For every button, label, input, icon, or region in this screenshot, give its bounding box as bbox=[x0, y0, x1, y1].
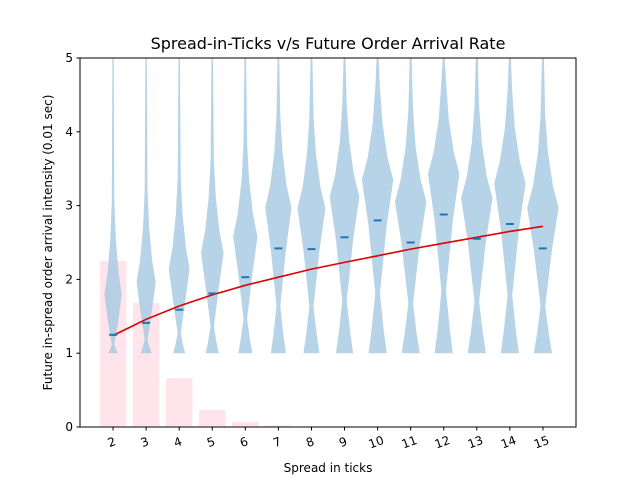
x-axis: 2 3 4 5 6 7 8 9 10 11 12 13 14 15 bbox=[106, 427, 551, 451]
histogram-bar-6 bbox=[232, 421, 259, 427]
violin-9 bbox=[329, 58, 360, 354]
violin-14 bbox=[494, 58, 526, 354]
x-tick-label-6: 6 bbox=[238, 434, 250, 450]
violin-15 bbox=[527, 58, 559, 354]
y-tick-label-5: 5 bbox=[65, 51, 73, 65]
x-tick-label-7: 7 bbox=[271, 434, 283, 450]
y-axis-label: Future in-spread order arrival intensity… bbox=[41, 95, 55, 391]
histogram-bar-5 bbox=[199, 410, 226, 427]
violin-11 bbox=[395, 58, 427, 354]
x-axis-label: Spread in ticks bbox=[284, 461, 373, 475]
violin-6 bbox=[233, 58, 258, 354]
y-tick-label-0: 0 bbox=[65, 420, 73, 434]
violin-8 bbox=[297, 58, 326, 354]
x-tick-label-11: 11 bbox=[400, 433, 419, 451]
x-tick-label-10: 10 bbox=[367, 433, 386, 451]
violin-13 bbox=[461, 58, 493, 354]
fit-line-layer bbox=[112, 225, 544, 337]
violin-10 bbox=[361, 58, 394, 354]
x-tick-label-4: 4 bbox=[172, 434, 184, 450]
x-tick-label-12: 12 bbox=[433, 433, 452, 451]
violin-2 bbox=[104, 58, 122, 354]
y-tick-label-1: 1 bbox=[65, 346, 73, 360]
mean-marker-layer bbox=[109, 213, 547, 336]
violin-3 bbox=[136, 58, 156, 354]
y-tick-label-2: 2 bbox=[65, 272, 73, 286]
chart-title: Spread-in-Ticks v/s Future Order Arrival… bbox=[151, 34, 506, 53]
x-tick-label-13: 13 bbox=[466, 433, 485, 451]
x-tick-label-2: 2 bbox=[106, 434, 118, 450]
y-axis: 0 1 2 3 4 5 bbox=[65, 51, 80, 434]
fit-line bbox=[112, 225, 544, 337]
histogram-bar-4 bbox=[166, 378, 193, 427]
violin-4 bbox=[168, 58, 190, 354]
y-tick-label-3: 3 bbox=[65, 199, 73, 213]
x-tick-label-8: 8 bbox=[304, 434, 316, 450]
y-tick-label-4: 4 bbox=[65, 125, 73, 139]
violin-12 bbox=[428, 58, 460, 354]
x-tick-label-5: 5 bbox=[205, 434, 217, 450]
x-tick-label-3: 3 bbox=[139, 434, 151, 450]
violin-7 bbox=[265, 58, 292, 354]
violin-5 bbox=[201, 58, 224, 354]
x-tick-label-15: 15 bbox=[532, 433, 551, 451]
x-tick-label-9: 9 bbox=[337, 434, 349, 450]
x-tick-label-14: 14 bbox=[499, 433, 518, 451]
histogram-bar-7 bbox=[265, 425, 292, 427]
violin-layer bbox=[104, 58, 559, 354]
plot-area-frame bbox=[79, 57, 577, 428]
